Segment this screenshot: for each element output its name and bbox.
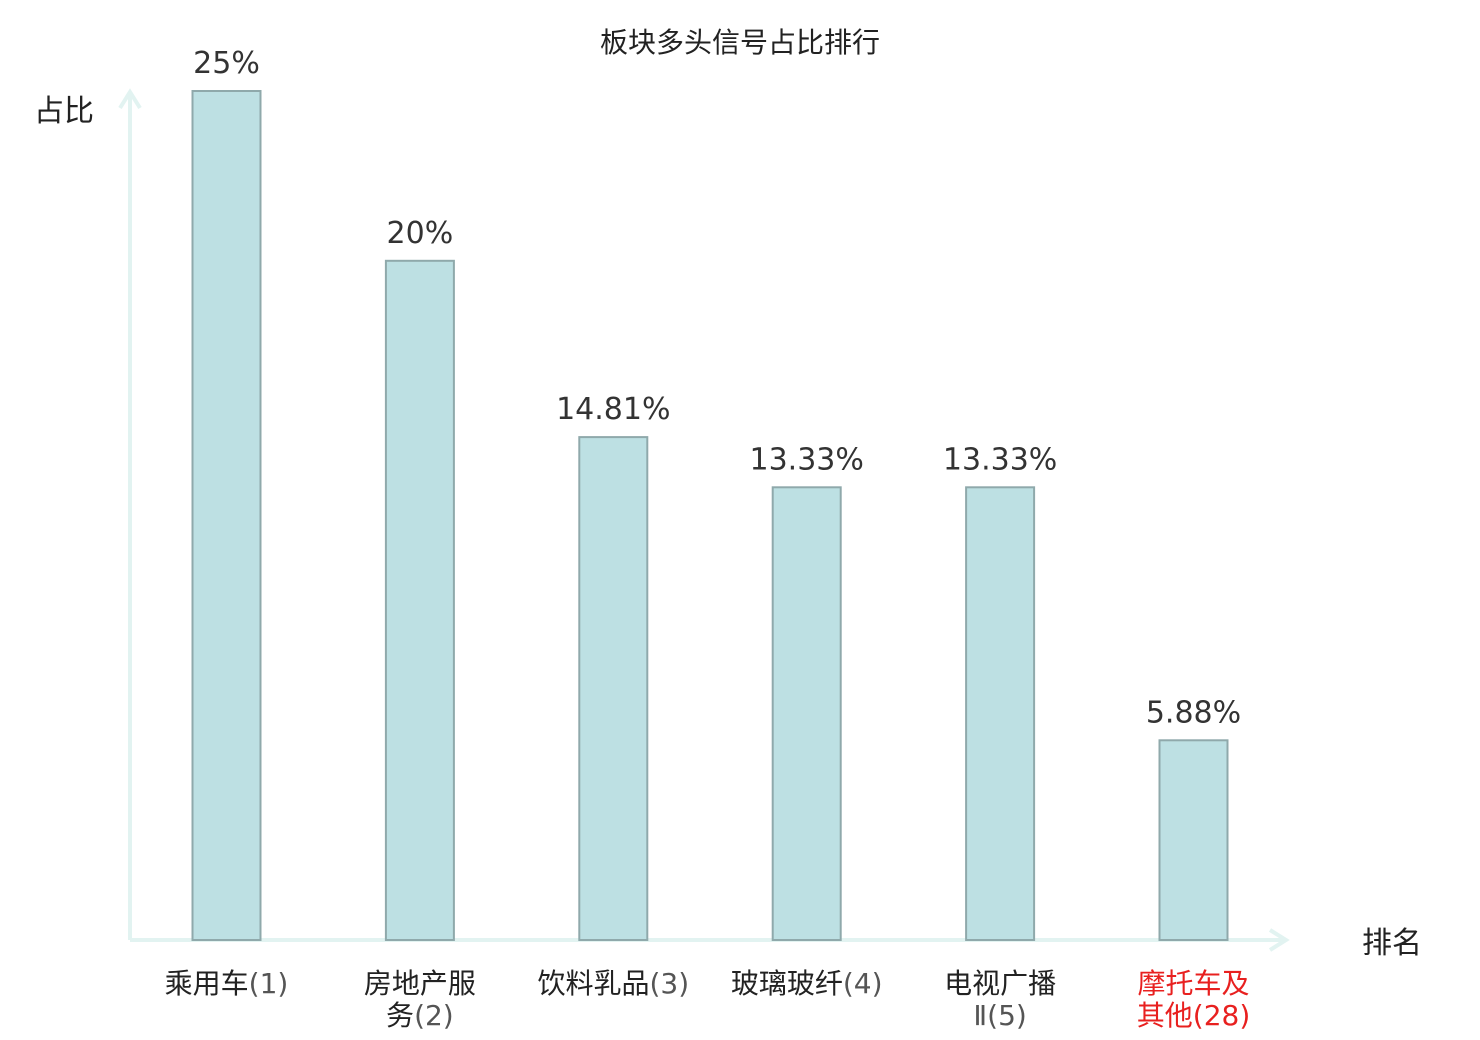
category-label-5-line-2: Ⅱ(5) <box>973 999 1026 1032</box>
bar-2 <box>384 259 455 941</box>
data-label-3: 14.81% <box>556 392 670 427</box>
data-label-2: 20% <box>387 216 454 251</box>
bar-3 <box>578 436 649 941</box>
chart-title: 板块多头信号占比排行 <box>600 26 880 59</box>
category-label-6-line-2: 其他(28) <box>1137 999 1251 1032</box>
bars <box>191 90 1229 941</box>
y-axis <box>118 88 142 940</box>
data-label-5: 13.33% <box>943 442 1057 477</box>
data-label-6: 5.88% <box>1146 695 1241 730</box>
category-label-6-line-1: 摩托车及 <box>1137 967 1249 1000</box>
category-label-1-line-1: 乘用车(1) <box>165 967 289 1000</box>
data-label-1: 25% <box>193 46 260 81</box>
category-label-5-line-1: 电视广播 <box>944 967 1056 1000</box>
bar-1 <box>191 90 262 941</box>
x-axis <box>130 928 1290 952</box>
bar-4 <box>771 486 842 941</box>
x-axis-label: 排名 <box>1362 926 1422 961</box>
value-labels: 25% 20% 14.81% 13.33% 13.33% 5.88% <box>193 46 1241 730</box>
y-axis-label: 占比 <box>34 94 94 129</box>
data-label-4: 13.33% <box>750 442 864 477</box>
bar-6 <box>1158 739 1229 941</box>
category-label-3-line-1: 饮料乳品(3) <box>537 967 689 1000</box>
category-label-4-line-1: 玻璃玻纤(4) <box>731 967 883 1000</box>
bar-5 <box>965 486 1036 941</box>
category-label-2-line-1: 房地产服 <box>364 967 476 1000</box>
category-label-2-line-2: 务(2) <box>386 999 454 1032</box>
